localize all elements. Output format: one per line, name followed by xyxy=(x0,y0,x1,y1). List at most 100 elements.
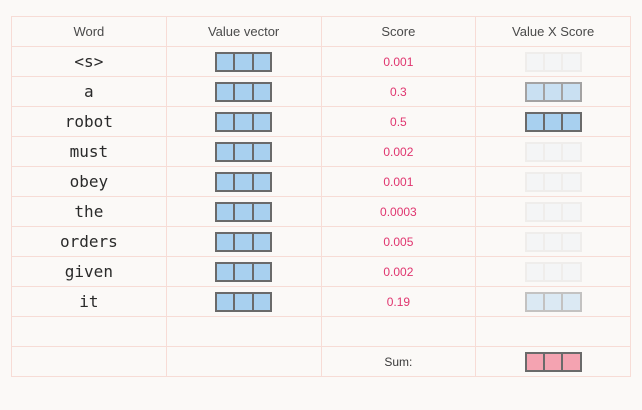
sum-vector xyxy=(524,351,582,372)
weighted-value-vector xyxy=(524,111,582,132)
vector-cell xyxy=(561,353,580,370)
vector-cell xyxy=(233,113,252,130)
value-vector-cell xyxy=(165,106,322,137)
vector-cell xyxy=(561,143,580,160)
weighted-vector-cell xyxy=(475,46,631,77)
vector-cell xyxy=(526,203,543,220)
vector-cell xyxy=(233,53,252,70)
value-vector xyxy=(215,141,273,162)
vector-cell xyxy=(542,233,562,250)
vector-cell xyxy=(251,293,271,310)
value-vector xyxy=(215,201,273,222)
vector-cell xyxy=(217,53,234,70)
weighted-vector-cell xyxy=(475,76,631,107)
weighted-value-vector xyxy=(524,141,582,162)
table-footer: Sum: xyxy=(11,316,631,377)
vector-cell xyxy=(233,293,252,310)
word-cell: the xyxy=(11,196,167,227)
vector-cell xyxy=(251,53,271,70)
table-row: robot 0.5 xyxy=(11,106,631,137)
word-cell: obey xyxy=(11,166,167,197)
vector-cell xyxy=(526,53,543,70)
word-cell: must xyxy=(11,136,167,167)
value-vector-cell xyxy=(165,76,322,107)
vector-cell xyxy=(233,173,252,190)
vector-cell xyxy=(251,113,271,130)
score-cell: 0.0003 xyxy=(320,196,477,227)
weighted-vector-cell xyxy=(475,256,631,287)
weighted-vector-cell xyxy=(475,196,631,227)
value-vector xyxy=(215,261,273,282)
word-cell: orders xyxy=(11,226,167,257)
value-vector-cell xyxy=(165,256,322,287)
vector-cell xyxy=(542,263,562,280)
weighted-value-vector xyxy=(524,51,582,72)
weighted-value-vector xyxy=(524,201,582,222)
header-row: Word Value vector Score Value X Score xyxy=(11,16,631,47)
vector-cell xyxy=(251,203,271,220)
value-vector xyxy=(215,291,273,312)
vector-cell xyxy=(526,83,543,100)
vector-cell xyxy=(561,263,580,280)
vector-cell xyxy=(526,173,543,190)
value-vector xyxy=(215,51,273,72)
vector-cell xyxy=(526,263,543,280)
value-vector-cell xyxy=(165,46,322,77)
vector-cell xyxy=(217,173,234,190)
table-row: a 0.3 xyxy=(11,76,631,107)
vector-cell xyxy=(526,353,543,370)
vector-cell xyxy=(542,353,562,370)
vector-cell xyxy=(542,173,562,190)
table-row: it 0.19 xyxy=(11,286,631,317)
vector-cell xyxy=(561,293,580,310)
weighted-value-vector xyxy=(524,171,582,192)
table-row: must 0.002 xyxy=(11,136,631,167)
value-vector xyxy=(215,231,273,252)
sum-label: Sum: xyxy=(320,346,477,377)
value-vector-cell xyxy=(165,166,322,197)
vector-cell xyxy=(251,173,271,190)
score-cell: 0.5 xyxy=(320,106,477,137)
value-vector-cell xyxy=(165,226,322,257)
vector-cell xyxy=(526,293,543,310)
vector-cell xyxy=(251,233,271,250)
vector-cell xyxy=(233,233,252,250)
vector-cell xyxy=(233,263,252,280)
score-cell: 0.001 xyxy=(320,46,477,77)
vector-cell xyxy=(217,293,234,310)
vector-cell xyxy=(217,113,234,130)
vector-cell xyxy=(542,143,562,160)
sum-row: Sum: xyxy=(11,346,631,377)
header-value-vector: Value vector xyxy=(165,16,322,47)
weighted-value-vector xyxy=(524,291,582,312)
weighted-value-vector xyxy=(524,261,582,282)
weighted-value-vector xyxy=(524,81,582,102)
vector-cell xyxy=(251,263,271,280)
weighted-vector-cell xyxy=(475,226,631,257)
vector-cell xyxy=(542,203,562,220)
word-cell: a xyxy=(11,76,167,107)
vector-cell xyxy=(542,113,562,130)
attention-score-table: Word Value vector Score Value X Score <s… xyxy=(11,16,631,377)
vector-cell xyxy=(542,293,562,310)
weighted-vector-cell xyxy=(475,106,631,137)
score-cell: 0.002 xyxy=(320,256,477,287)
value-vector xyxy=(215,81,273,102)
value-vector-cell xyxy=(165,196,322,227)
table-row: the 0.0003 xyxy=(11,196,631,227)
score-cell: 0.19 xyxy=(320,286,477,317)
empty-row xyxy=(11,316,631,347)
weighted-vector-cell xyxy=(475,286,631,317)
vector-cell xyxy=(233,203,252,220)
word-cell: given xyxy=(11,256,167,287)
vector-cell xyxy=(561,203,580,220)
word-cell: robot xyxy=(11,106,167,137)
vector-cell xyxy=(561,113,580,130)
score-cell: 0.3 xyxy=(320,76,477,107)
vector-cell xyxy=(561,233,580,250)
table-row: orders 0.005 xyxy=(11,226,631,257)
header-score: Score xyxy=(320,16,477,47)
vector-cell xyxy=(217,233,234,250)
vector-cell xyxy=(526,113,543,130)
header-word: Word xyxy=(11,16,167,47)
